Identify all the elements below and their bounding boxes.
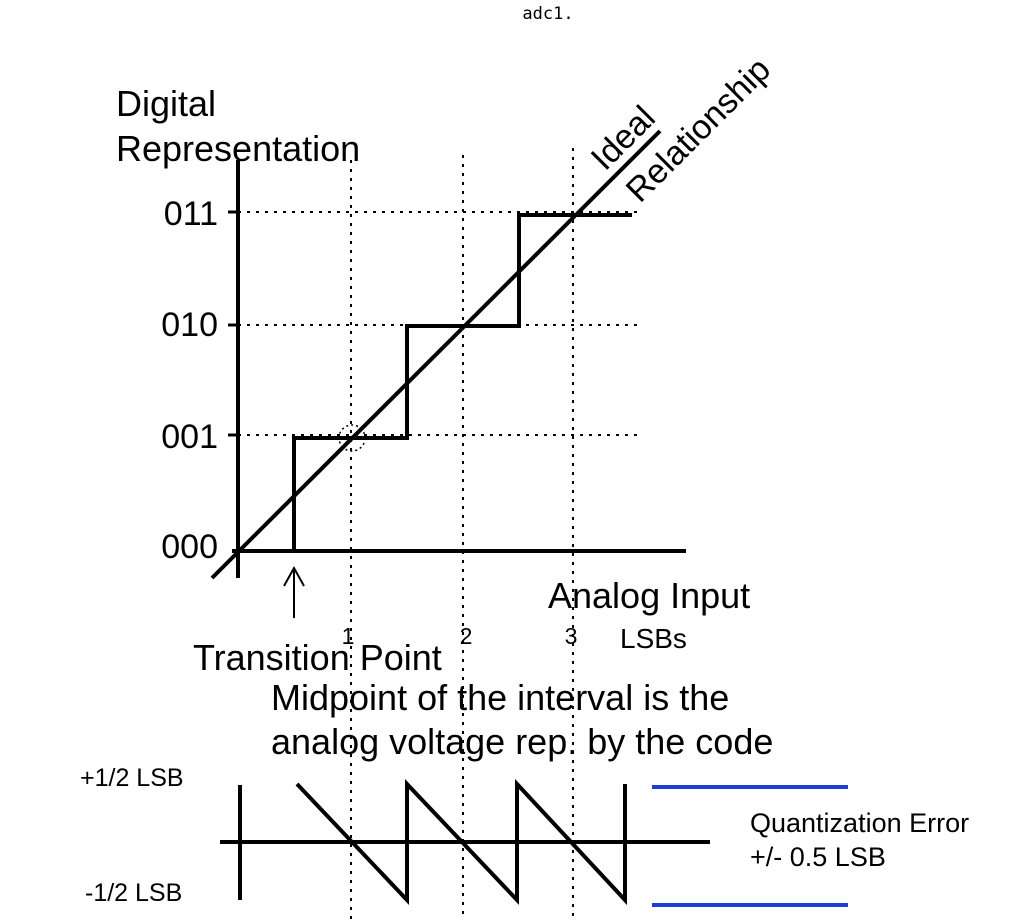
ideal-relationship-line <box>210 129 662 580</box>
code-label-010: 010 <box>161 306 218 344</box>
y-ticks <box>228 210 238 437</box>
error-minus-label: -1/2 LSB <box>85 879 182 907</box>
quantization-error-line2: +/- 0.5 LSB <box>750 842 886 872</box>
x-tick-1: 1 <box>342 623 355 649</box>
horizontal-guides <box>238 211 640 436</box>
code-label-011: 011 <box>164 195 218 233</box>
vertical-guides <box>350 148 574 920</box>
adc-staircase <box>238 213 632 553</box>
x-axis-label: Analog Input <box>548 575 750 616</box>
error-sawtooth <box>295 778 627 906</box>
transition-point-label: Transition Point <box>193 637 442 678</box>
page-title: adc1. <box>522 4 573 24</box>
x-tick-3: 3 <box>565 623 578 649</box>
quantization-error-line1: Quantization Error <box>750 808 969 838</box>
y-axis-label-line2: Representation <box>116 128 360 169</box>
code-label-000: 000 <box>161 528 218 566</box>
x-unit-label: LSBs <box>620 623 687 654</box>
x-tick-2: 2 <box>460 623 473 649</box>
midpoint-text-line2: analog voltage rep. by the code <box>271 721 773 762</box>
transition-arrow <box>283 565 305 618</box>
code-label-001: 001 <box>161 418 218 456</box>
midpoint-text-line1: Midpoint of the interval is the <box>271 677 729 718</box>
error-plus-label: +1/2 LSB <box>80 764 184 792</box>
y-axis-label-line1: Digital <box>116 83 216 124</box>
midpoint-marker <box>338 424 366 452</box>
